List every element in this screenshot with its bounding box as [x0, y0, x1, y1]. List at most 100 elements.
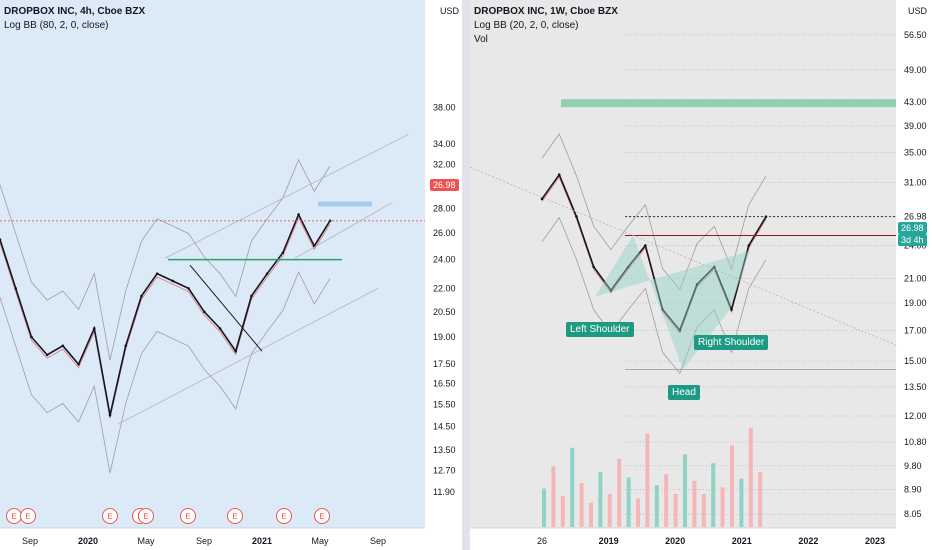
- volume-bar: [589, 502, 593, 527]
- price-point: [661, 308, 664, 311]
- price-point: [108, 413, 112, 417]
- y-tick-label: 24.00: [433, 255, 456, 265]
- volume-bar: [607, 494, 612, 527]
- y-tick-label: 16.50: [433, 379, 456, 389]
- y-tick-label: 14.50: [433, 421, 456, 431]
- left-chart-svg: 38.0034.0032.0030.0028.0026.0024.0022.00…: [0, 0, 456, 546]
- price-line: [541, 173, 767, 332]
- x-tick-label: 2019: [599, 536, 619, 546]
- price-point: [61, 344, 65, 348]
- right-indicator-label: Log BB (20, 2, 0, close): [474, 20, 579, 31]
- bb-lower-band: [0, 271, 331, 474]
- volume-bar: [636, 498, 640, 527]
- target-zone: [318, 201, 372, 207]
- volume-bar: [551, 466, 556, 527]
- y-tick-label: 43.00: [904, 97, 927, 107]
- volume-bar: [617, 458, 622, 527]
- left-indicator-label: Log BB (80, 2, 0, close): [4, 20, 109, 31]
- left-last-price-tag: 26.98: [430, 179, 459, 191]
- y-tick-label: 26.98: [904, 212, 927, 222]
- downtrend-line: [189, 264, 263, 352]
- y-tick-label: 49.00: [904, 65, 927, 75]
- price-point: [171, 279, 175, 283]
- y-tick-label: 39.00: [904, 121, 927, 131]
- plot-background: [470, 0, 896, 528]
- volume-bar: [664, 474, 669, 527]
- left-chart-pane[interactable]: 38.0034.0032.0030.0028.0026.0024.0022.00…: [0, 0, 462, 550]
- y-tick-label: 17.50: [433, 359, 456, 369]
- price-point: [14, 287, 18, 290]
- price-point: [678, 329, 682, 332]
- channel-lower-line: [117, 288, 379, 425]
- price-point: [202, 310, 206, 314]
- earnings-marker: [138, 508, 154, 524]
- y-tick-label: 9.80: [904, 461, 922, 471]
- right-last-price-tag: 26.98: [898, 222, 927, 234]
- y-tick-label: 32.00: [433, 159, 456, 169]
- left-currency-label: USD: [440, 6, 460, 16]
- price-point: [92, 327, 96, 330]
- volume-bar: [720, 487, 725, 527]
- earnings-marker-label: E: [185, 512, 190, 521]
- earnings-marker-label: E: [143, 512, 148, 521]
- channel-upper-line-2: [294, 202, 393, 259]
- earnings-marker-label: E: [281, 512, 286, 521]
- pane-divider[interactable]: [462, 0, 470, 550]
- volume-bar: [739, 478, 744, 527]
- x-tick-label: May: [311, 536, 329, 546]
- price-point: [328, 219, 332, 223]
- y-tick-label: 26.00: [433, 228, 456, 238]
- earnings-marker-label: E: [319, 512, 324, 521]
- earnings-marker: [180, 508, 196, 524]
- earnings-marker: [314, 508, 330, 524]
- y-tick-label: 15.00: [904, 356, 927, 366]
- x-tick-label: Sep: [196, 536, 212, 546]
- plot-background: [0, 0, 425, 528]
- earnings-marker-label: E: [25, 512, 30, 521]
- y-tick-label: 8.05: [904, 509, 922, 519]
- x-tick-label: Sep: [370, 536, 386, 546]
- x-tick-label: 26: [537, 536, 547, 546]
- y-tick-label: 28.00: [433, 204, 456, 214]
- price-point: [234, 349, 238, 353]
- resistance-zone: [561, 99, 896, 108]
- y-tick-label: 17.00: [904, 325, 927, 335]
- price-point: [45, 353, 49, 357]
- price-point: [592, 265, 595, 269]
- volume-bar: [579, 483, 584, 527]
- price-point: [77, 362, 80, 366]
- volume-bar: [701, 494, 706, 527]
- earnings-marker-label: E: [11, 512, 16, 521]
- earnings-marker-label: E: [232, 512, 237, 521]
- y-tick-label: 31.00: [904, 178, 927, 188]
- earnings-marker: [227, 508, 243, 524]
- price-point: [575, 215, 578, 218]
- price-point: [30, 335, 33, 339]
- volume-bar: [730, 445, 734, 527]
- volume-bar: [683, 454, 687, 527]
- y-tick-label: 13.50: [904, 382, 927, 392]
- price-point: [540, 197, 544, 201]
- left-shoulder-label: Left Shoulder: [566, 322, 634, 337]
- price-point: [124, 344, 128, 348]
- y-tick-label: 11.90: [433, 487, 455, 497]
- x-tick-label: 2020: [78, 536, 98, 546]
- volume-bar: [645, 433, 650, 527]
- bb-upper-band: [541, 133, 767, 291]
- x-tick-label: May: [137, 536, 155, 546]
- price-point: [250, 294, 253, 298]
- price-point: [557, 173, 561, 177]
- volume-bar: [654, 485, 659, 527]
- right-symbol-title: DROPBOX INC, 1W, Cboe BZX: [474, 6, 618, 17]
- volume-bar: [692, 480, 697, 527]
- y-tick-label: 15.50: [433, 399, 456, 409]
- channel-upper-line: [164, 134, 409, 259]
- price-point: [730, 308, 733, 311]
- right-chart-pane[interactable]: 56.5049.0043.0039.0035.0031.0026.9824.00…: [470, 0, 932, 550]
- price-line: [0, 212, 331, 416]
- y-tick-label: 20.50: [433, 307, 456, 317]
- price-point: [140, 294, 143, 298]
- price-point: [626, 265, 630, 269]
- volume-bar: [598, 472, 603, 527]
- y-tick-label: 56.50: [904, 30, 927, 40]
